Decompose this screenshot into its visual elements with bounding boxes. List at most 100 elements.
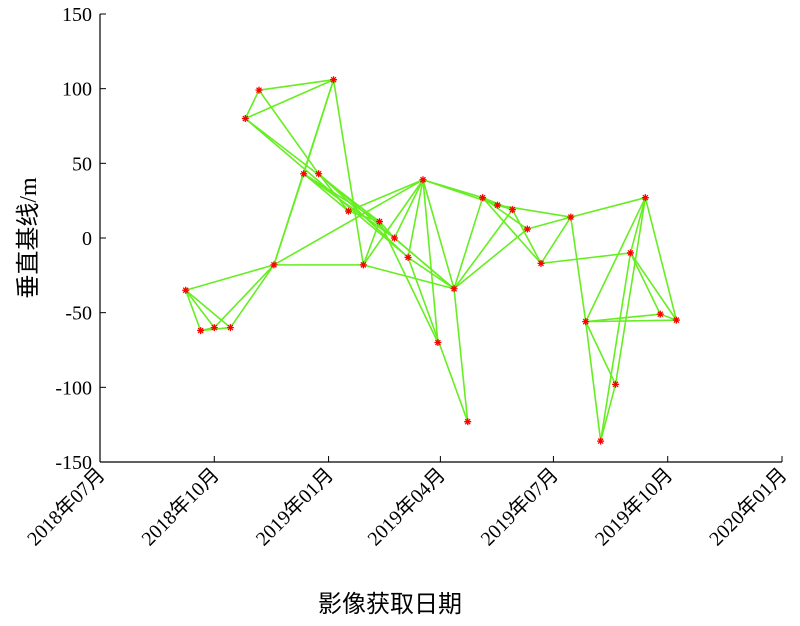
- y-axis-label: 垂直基线/m: [15, 177, 42, 299]
- point: [330, 76, 338, 84]
- edge: [599, 384, 617, 442]
- edge: [570, 196, 646, 218]
- edge: [422, 179, 455, 289]
- edge: [213, 264, 275, 329]
- edge: [348, 179, 424, 212]
- x-tick-label: 2019年07月: [476, 463, 563, 550]
- x-axis-label: 影像获取日期: [318, 591, 462, 618]
- point: [523, 225, 531, 233]
- point: [210, 324, 218, 332]
- edge: [659, 313, 677, 321]
- point: [582, 318, 590, 326]
- edge: [244, 89, 260, 119]
- edge: [497, 204, 571, 218]
- point: [434, 339, 442, 347]
- x-tick-label: 2018年10月: [137, 463, 224, 550]
- edge: [540, 252, 631, 265]
- point: [197, 327, 205, 335]
- edge: [273, 179, 424, 266]
- point: [508, 206, 516, 214]
- y-tick-label: 0: [82, 228, 92, 250]
- point: [626, 249, 634, 257]
- point: [656, 310, 664, 318]
- point: [641, 194, 649, 202]
- edge: [629, 252, 678, 321]
- y-tick-label: 50: [72, 153, 92, 175]
- y-tick-label: -150: [55, 452, 92, 474]
- y-tick-label: 100: [62, 79, 92, 101]
- edge: [599, 252, 632, 442]
- edge: [585, 313, 661, 323]
- edge: [453, 228, 528, 290]
- edge: [584, 321, 602, 442]
- edge: [332, 79, 365, 266]
- edge: [229, 264, 275, 329]
- edge: [362, 179, 424, 266]
- point: [419, 176, 427, 184]
- x-tick-label: 2019年04月: [363, 463, 450, 550]
- y-tick-label: -100: [55, 377, 92, 399]
- edge: [303, 173, 380, 223]
- point: [300, 170, 308, 178]
- edge: [511, 209, 542, 264]
- edge: [184, 289, 202, 331]
- point: [494, 201, 502, 209]
- point: [226, 324, 234, 332]
- edge: [644, 197, 678, 321]
- edge: [244, 117, 380, 223]
- edge: [348, 210, 380, 223]
- point: [359, 261, 367, 269]
- edge: [585, 319, 677, 323]
- edge: [318, 173, 350, 212]
- edge: [393, 237, 455, 290]
- edge: [629, 197, 647, 254]
- point: [255, 86, 263, 94]
- edge: [303, 173, 395, 239]
- edge: [540, 216, 572, 264]
- edge: [185, 264, 275, 292]
- point: [404, 253, 412, 261]
- point: [597, 437, 605, 445]
- point: [344, 207, 352, 215]
- point: [537, 259, 545, 267]
- point: [479, 194, 487, 202]
- x-tick-label: 2019年10月: [590, 463, 677, 550]
- point: [315, 170, 323, 178]
- edges: [184, 78, 678, 442]
- point: [182, 286, 190, 294]
- edge: [453, 209, 514, 290]
- edge: [393, 179, 424, 239]
- edge: [185, 289, 231, 329]
- edge: [422, 179, 439, 343]
- edge: [585, 197, 647, 322]
- point: [376, 218, 384, 226]
- point: [672, 316, 680, 324]
- edge: [407, 179, 424, 258]
- markers: [182, 76, 680, 445]
- point: [390, 234, 398, 242]
- point: [241, 115, 249, 123]
- edge: [185, 289, 215, 329]
- point: [270, 261, 278, 269]
- edge: [362, 221, 381, 266]
- x-tick-label: 2020年01月: [705, 463, 792, 550]
- edge: [258, 89, 320, 175]
- edge: [258, 78, 334, 91]
- point: [567, 213, 575, 221]
- x-tick-label: 2019年01月: [251, 463, 338, 550]
- edge: [614, 197, 647, 385]
- point: [450, 285, 458, 293]
- x-tick-label: 2018年07月: [23, 463, 110, 550]
- edge: [482, 197, 542, 264]
- edge: [527, 216, 572, 230]
- edge: [570, 216, 587, 322]
- edge: [273, 173, 305, 266]
- y-tick-label: 150: [62, 4, 92, 26]
- edge: [245, 78, 334, 120]
- edge: [378, 221, 439, 343]
- point: [464, 418, 472, 426]
- y-tick-label: -50: [65, 303, 92, 325]
- point: [612, 380, 620, 388]
- edge: [453, 288, 469, 422]
